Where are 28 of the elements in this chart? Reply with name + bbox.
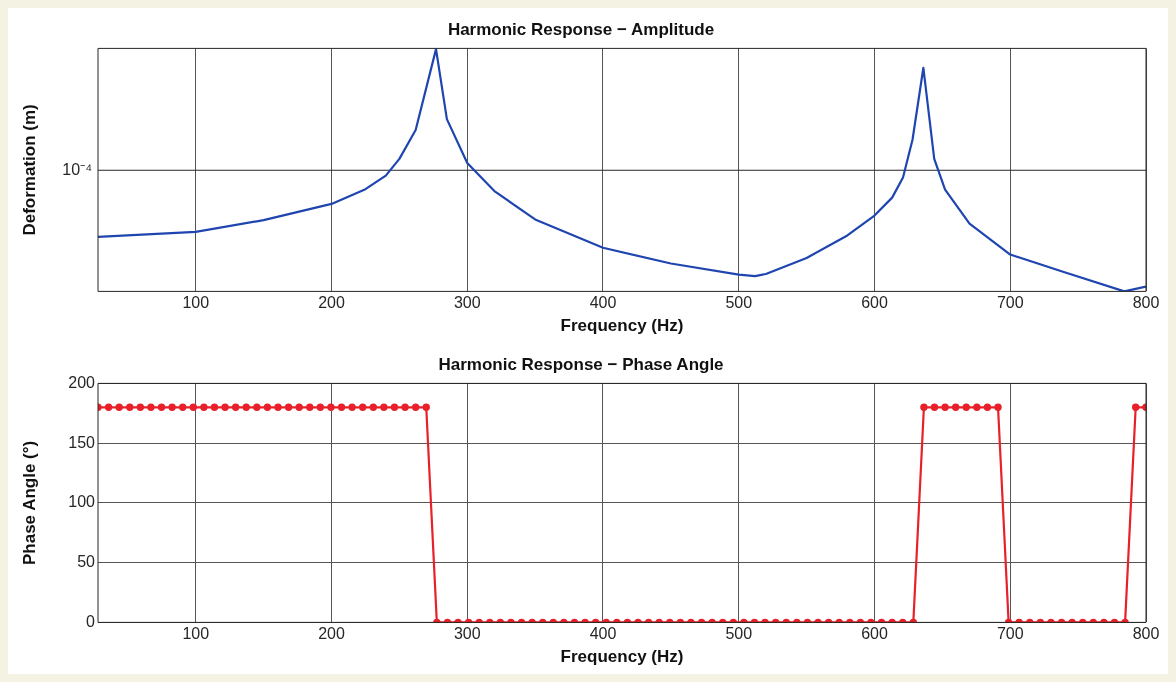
x-tick-label: 600 [861, 294, 888, 312]
x-tick-label: 800 [1132, 294, 1160, 312]
x-tick-label: 400 [589, 625, 617, 643]
y-tick-label: 150 [68, 433, 96, 451]
chart-title: Harmonic Response − Amplitude [447, 19, 715, 39]
y-axis-title: Deformation (m) [19, 104, 39, 236]
x-tick-label: 700 [996, 294, 1024, 312]
y-tick-label: 50 [77, 553, 96, 571]
y-tick-label: 100 [68, 493, 96, 511]
x-tick-label: 100 [182, 625, 210, 643]
x-tick-label: 600 [861, 625, 888, 643]
x-tick-label: 100 [182, 294, 210, 312]
x-tick-label: 400 [589, 294, 617, 312]
x-tick-label: 300 [453, 625, 481, 643]
y-tick-label: 0 [86, 612, 96, 630]
x-tick-label: 500 [725, 294, 753, 312]
x-axis-title: Frequency (Hz) [560, 647, 684, 667]
x-tick-label: 300 [453, 294, 481, 312]
x-tick-label: 700 [996, 625, 1024, 643]
x-tick-label: 200 [318, 294, 345, 312]
x-tick-label: 800 [1132, 625, 1160, 643]
y-tick-label: 200 [68, 373, 96, 391]
x-tick-label: 500 [725, 625, 753, 643]
y-axis-title: Phase Angle (°) [19, 440, 39, 566]
x-tick-label: 200 [318, 625, 345, 643]
ref-line-label: 10⁻⁴ [62, 160, 93, 178]
chart-title: Harmonic Response − Phase Angle [438, 354, 724, 374]
x-axis-title: Frequency (Hz) [560, 316, 684, 336]
